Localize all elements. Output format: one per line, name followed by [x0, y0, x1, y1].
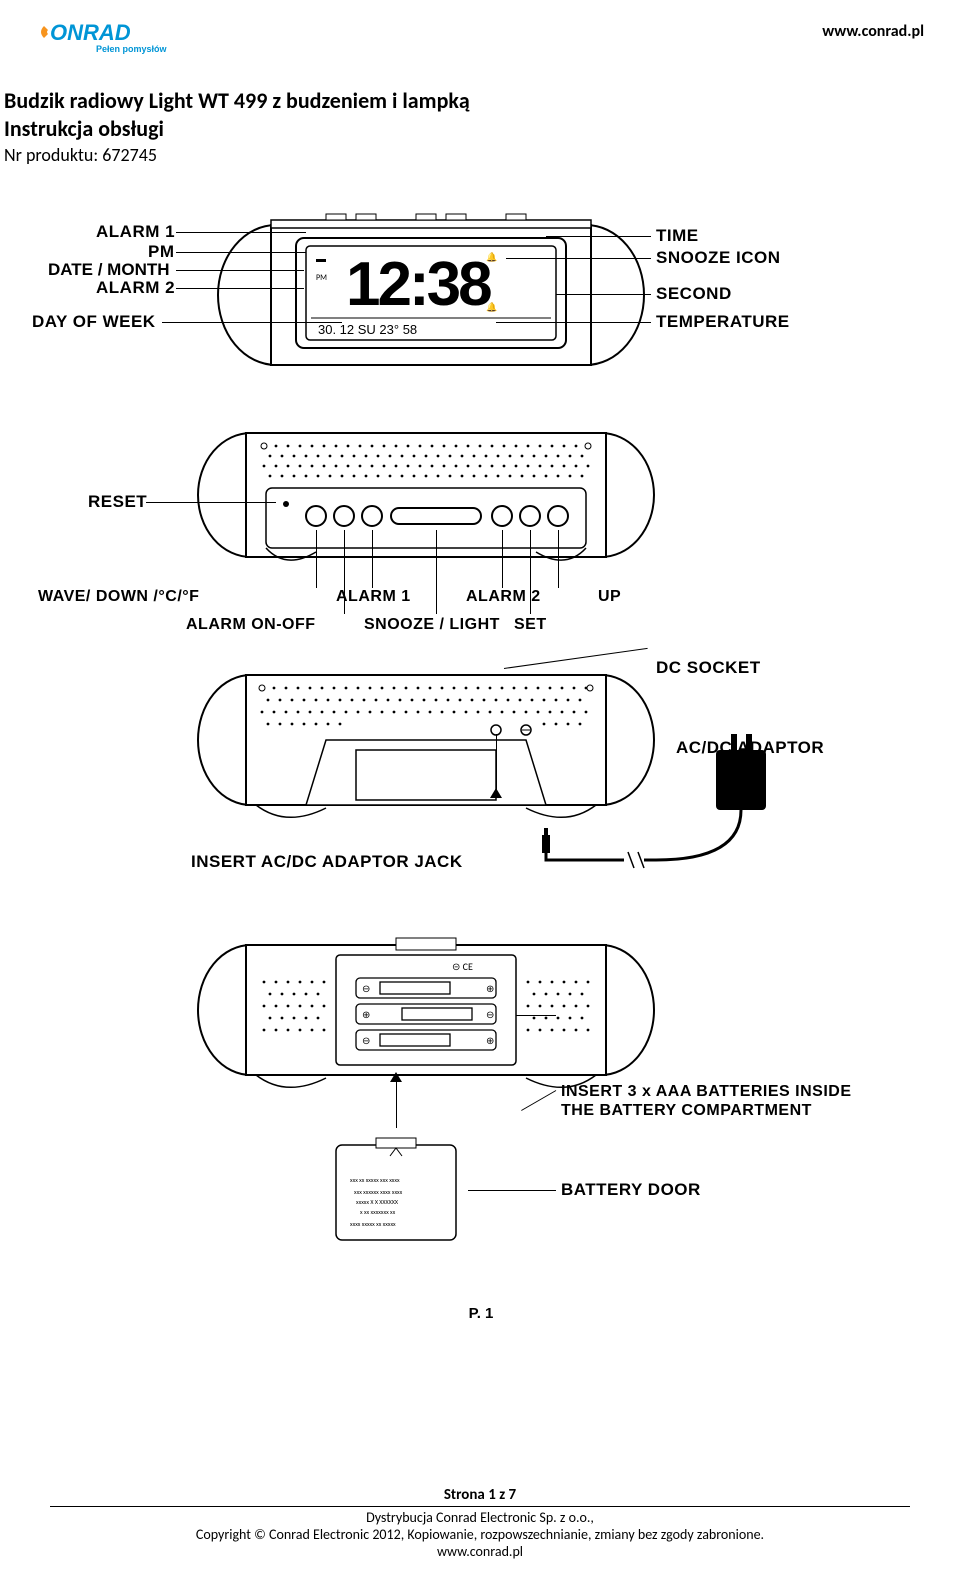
- label-temperature: TEMPERATURE: [656, 312, 790, 332]
- product-number: Nr produktu: 672745: [4, 144, 924, 166]
- svg-text:xxxxx X X XXXXXX: xxxxx X X XXXXXX: [356, 1198, 399, 1206]
- label-insert-batteries: INSERT 3 x AAA BATTERIES INSIDE THE BATT…: [561, 1082, 861, 1120]
- lcd-time: 12:38: [346, 250, 491, 319]
- label-alarm1-btn: ALARM 1: [336, 588, 411, 606]
- label-acdc-adaptor: AC/DC ADAPTOR: [676, 738, 824, 758]
- label-reset: RESET: [88, 492, 147, 512]
- label-set: SET: [514, 616, 547, 634]
- diagram-area: ▬ PM 12:38 30. 12 SU 23° 58 🔔 🔔 ALARM 1 …: [96, 210, 866, 1380]
- svg-text:🔔: 🔔: [486, 302, 497, 313]
- footer-line2: Copyright © Conrad Electronic 2012, Kopi…: [0, 1526, 960, 1543]
- label-alarm2-btn: ALARM 2: [466, 588, 541, 606]
- label-date-month: DATE / MONTH: [48, 260, 170, 280]
- label-second: SECOND: [656, 284, 732, 304]
- footer-page-of: Strona 1 z 7: [50, 1486, 910, 1507]
- label-insert-batteries-l2: THE BATTERY COMPARTMENT: [561, 1102, 812, 1119]
- svg-text:⊕: ⊕: [486, 1034, 494, 1047]
- label-time: TIME: [656, 226, 699, 246]
- label-wave-down: WAVE/ DOWN /°C/°F: [38, 588, 199, 606]
- label-alarm1: ALARM 1: [96, 222, 175, 242]
- top-view-svg: [196, 420, 656, 580]
- svg-text:⊖: ⊖: [486, 1008, 494, 1021]
- logo-tagline: Pełen pomysłów: [96, 44, 168, 54]
- label-snooze-light: SNOOZE / LIGHT: [364, 616, 500, 634]
- footer-line1: Dystrybucja Conrad Electronic Sp. z o.o.…: [0, 1509, 960, 1526]
- svg-text:PM: PM: [316, 273, 327, 283]
- svg-text:⊖: ⊖: [362, 982, 370, 995]
- label-insert-jack: INSERT AC/DC ADAPTOR JACK: [191, 852, 463, 872]
- conrad-logo: ONRAD Pełen pomysłów: [36, 16, 186, 63]
- svg-text:⊕: ⊕: [362, 1008, 370, 1021]
- footer-line3: www.conrad.pl: [0, 1543, 960, 1560]
- doc-subtitle: Instrukcja obsługi: [4, 115, 924, 142]
- diagram-page-marker: P. 1: [469, 1305, 494, 1322]
- svg-text:xxxx xxxxx xx xxxxx: xxxx xxxxx xx xxxxx: [350, 1220, 396, 1228]
- svg-text:xxx xx xxxxx xxx xxxx: xxx xx xxxxx xxx xxxx: [350, 1176, 400, 1184]
- label-dow: DAY OF WEEK: [32, 312, 156, 332]
- label-alarm2: ALARM 2: [96, 278, 175, 298]
- label-battery-door: BATTERY DOOR: [561, 1180, 701, 1200]
- page-header: ONRAD Pełen pomysłów www.conrad.pl: [0, 0, 960, 67]
- svg-text:🔔: 🔔: [486, 252, 497, 263]
- doc-title: Budzik radiowy Light WT 499 z budzeniem …: [4, 87, 924, 115]
- label-snooze-icon: SNOOZE ICON: [656, 248, 781, 268]
- svg-text:⊝ CE: ⊝ CE: [452, 960, 473, 973]
- logo-text: ONRAD: [50, 20, 131, 45]
- label-alarm-onoff: ALARM ON-OFF: [186, 616, 316, 634]
- title-block: Budzik radiowy Light WT 499 z budzeniem …: [0, 67, 960, 172]
- label-up: UP: [598, 588, 621, 606]
- svg-text:x xx xxxxxxx xx: x xx xxxxxxx xx: [360, 1208, 396, 1216]
- svg-text:▬: ▬: [316, 252, 326, 265]
- label-dc-socket: DC SOCKET: [656, 658, 761, 678]
- page-footer: Strona 1 z 7 Dystrybucja Conrad Electron…: [0, 1486, 960, 1560]
- svg-text:xxx xxxxxx xxxx xxxx: xxx xxxxxx xxxx xxxx: [354, 1188, 403, 1196]
- battery-door-svg: xxx xx xxxxx xxx xxxx xxx xxxxxx xxxx xx…: [326, 1130, 466, 1250]
- label-insert-batteries-l1: INSERT 3 x AAA BATTERIES INSIDE: [561, 1083, 852, 1100]
- label-pm: PM: [148, 242, 175, 262]
- svg-text:⊕: ⊕: [486, 982, 494, 995]
- svg-text:⊖: ⊖: [362, 1034, 370, 1047]
- lcd-bottom-row: 30. 12 SU 23° 58: [318, 322, 417, 337]
- header-url: www.conrad.pl: [822, 16, 924, 41]
